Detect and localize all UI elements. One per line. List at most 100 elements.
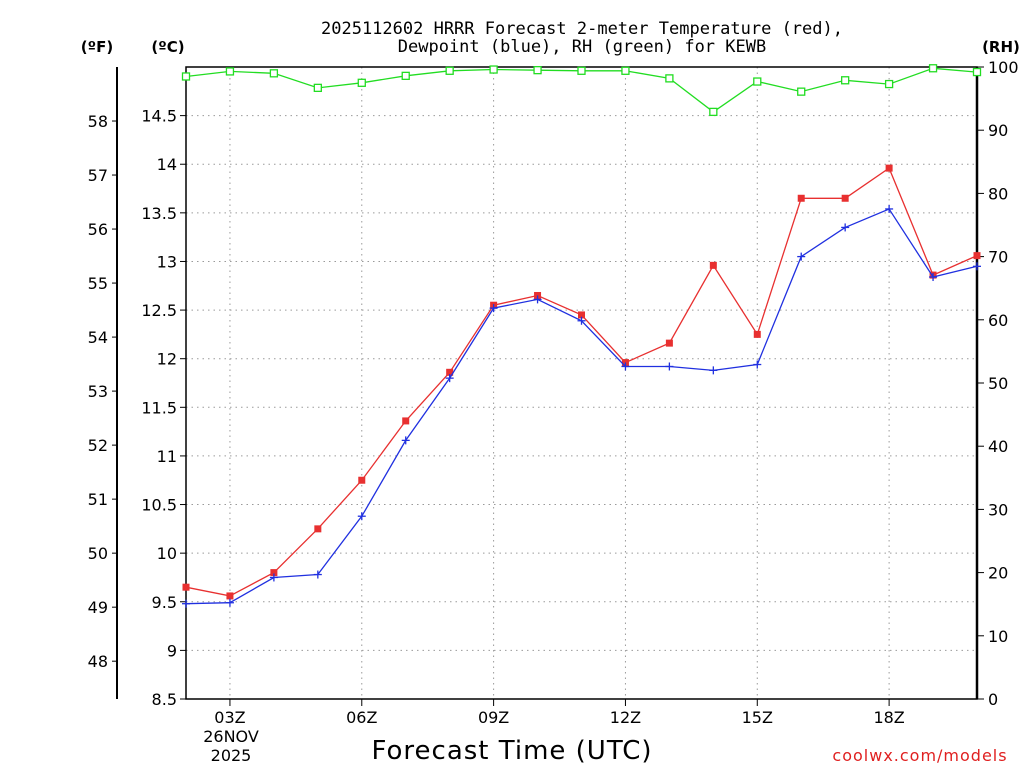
- x-tick-label: 09Z: [478, 708, 509, 727]
- fahrenheit-tick-label: 57: [88, 166, 108, 185]
- x-tick-label: 12Z: [610, 708, 641, 727]
- dewpoint-point: [709, 366, 718, 375]
- dewpoint-point: [269, 573, 278, 582]
- rh-tick-label: 80: [988, 184, 1008, 203]
- fahrenheit-tick-label: 50: [88, 544, 108, 563]
- x-tick-label: 03Z: [214, 708, 245, 727]
- rh-point: [841, 76, 850, 85]
- celsius-tick-label: 12: [157, 350, 177, 369]
- temperature-point: [446, 368, 454, 376]
- fahrenheit-tick-label: 51: [88, 490, 108, 509]
- dewpoint-point: [577, 316, 586, 325]
- dewpoint-point: [929, 273, 938, 282]
- fahrenheit-tick-label: 58: [88, 112, 108, 131]
- fahrenheit-tick-label: 52: [88, 436, 108, 455]
- rh-point: [445, 66, 454, 75]
- dewpoint-point: [885, 204, 894, 213]
- rh-point: [665, 74, 674, 83]
- temperature-point: [973, 252, 981, 260]
- rh-tick-label: 60: [988, 311, 1008, 330]
- fahrenheit-tick-label: 49: [88, 598, 108, 617]
- fahrenheit-tick-label: 53: [88, 382, 108, 401]
- temperature-point: [358, 476, 366, 484]
- temperature-point: [753, 330, 761, 338]
- fahrenheit-tick-label: 55: [88, 274, 108, 293]
- rh-point: [928, 64, 938, 73]
- rh-tick-label: 40: [988, 437, 1008, 456]
- dewpoint-point: [533, 295, 542, 304]
- dewpoint-point: [313, 570, 322, 579]
- fahrenheit-tick-label: 48: [88, 652, 108, 671]
- temperature-point: [665, 339, 673, 347]
- rh-tick-label: 20: [988, 564, 1008, 583]
- chart-title-line2: Dewpoint (blue), RH (green) for KEWB: [398, 37, 766, 57]
- date-label-day: 26NOV: [203, 727, 259, 746]
- dewpoint-point: [225, 598, 234, 607]
- rh-point: [357, 78, 366, 87]
- temperature-point: [885, 164, 893, 172]
- celsius-tick-label: 9: [167, 641, 177, 660]
- temperature-point: [841, 194, 849, 202]
- celsius-tick-label: 8.5: [152, 690, 177, 709]
- dewpoint-point: [182, 599, 190, 608]
- temperature-point: [402, 417, 410, 425]
- rh-point: [269, 69, 279, 78]
- x-tick-label: 06Z: [346, 708, 377, 727]
- dewpoint-point: [797, 252, 806, 261]
- rh-point: [621, 66, 630, 75]
- rh-point: [753, 77, 762, 86]
- temperature-point: [314, 525, 322, 533]
- rh-point: [709, 107, 718, 117]
- dewpoint-point: [445, 374, 454, 383]
- dewpoint-point: [665, 362, 674, 371]
- celsius-tick-label: 9.5: [152, 593, 177, 612]
- temperature-point: [797, 194, 805, 202]
- rh-tick-label: 90: [988, 121, 1008, 140]
- temperature-point: [709, 261, 717, 269]
- rh-tick-label: 30: [988, 500, 1008, 519]
- axes: 8.5 9 9.5 10 10.5 11 11.5 12 12.5 13 13.5 14 14.5 03Z…: [88, 58, 1019, 727]
- dewpoint-point: [753, 360, 762, 369]
- temperature-point: [270, 569, 278, 577]
- rh-point: [313, 83, 322, 93]
- rh-point: [181, 72, 191, 81]
- dewpoint-point: [841, 223, 850, 232]
- rh-tick-label: 0: [988, 690, 998, 709]
- fahrenheit-tick-label: 54: [88, 328, 108, 347]
- dewpoint-point: [401, 436, 410, 445]
- dewpoint-point: [973, 262, 981, 271]
- dewpoint-point: [489, 304, 498, 313]
- celsius-unit-label: (ºC): [151, 38, 184, 56]
- dewpoint-line: [185, 208, 978, 605]
- date-label-year: 2025: [211, 746, 252, 765]
- grid-lines: [186, 67, 977, 699]
- celsius-tick-label: 14.5: [141, 107, 177, 126]
- rh-point: [489, 65, 498, 74]
- celsius-tick-label: 11.5: [141, 398, 177, 417]
- celsius-tick-label: 11: [157, 447, 177, 466]
- temperature-point: [578, 311, 585, 319]
- temperature-point: [226, 592, 234, 600]
- celsius-tick-label: 14: [157, 155, 177, 174]
- rh-tick-label: 10: [988, 627, 1008, 646]
- fahrenheit-unit-label: (ºF): [81, 38, 113, 56]
- dewpoint-point: [357, 512, 366, 521]
- rh-point: [797, 87, 806, 96]
- rh-tick-label: 70: [988, 248, 1008, 267]
- plot-frame: [185, 66, 978, 700]
- celsius-tick-label: 10: [157, 544, 177, 563]
- rh-tick-label: 50: [988, 374, 1008, 393]
- series-layer: [181, 64, 982, 608]
- rh-point: [401, 71, 410, 80]
- dewpoint-point: [621, 362, 630, 371]
- rh-point: [884, 79, 894, 89]
- rh-point: [533, 66, 542, 75]
- celsius-tick-label: 10.5: [141, 496, 177, 515]
- x-axis-title: Forecast Time (UTC): [371, 736, 652, 766]
- temperature-point: [182, 583, 190, 591]
- rh-point: [225, 67, 235, 76]
- rh-tick-label: 100: [988, 58, 1019, 77]
- x-tick-label: 15Z: [742, 708, 773, 727]
- rh-point: [972, 67, 982, 77]
